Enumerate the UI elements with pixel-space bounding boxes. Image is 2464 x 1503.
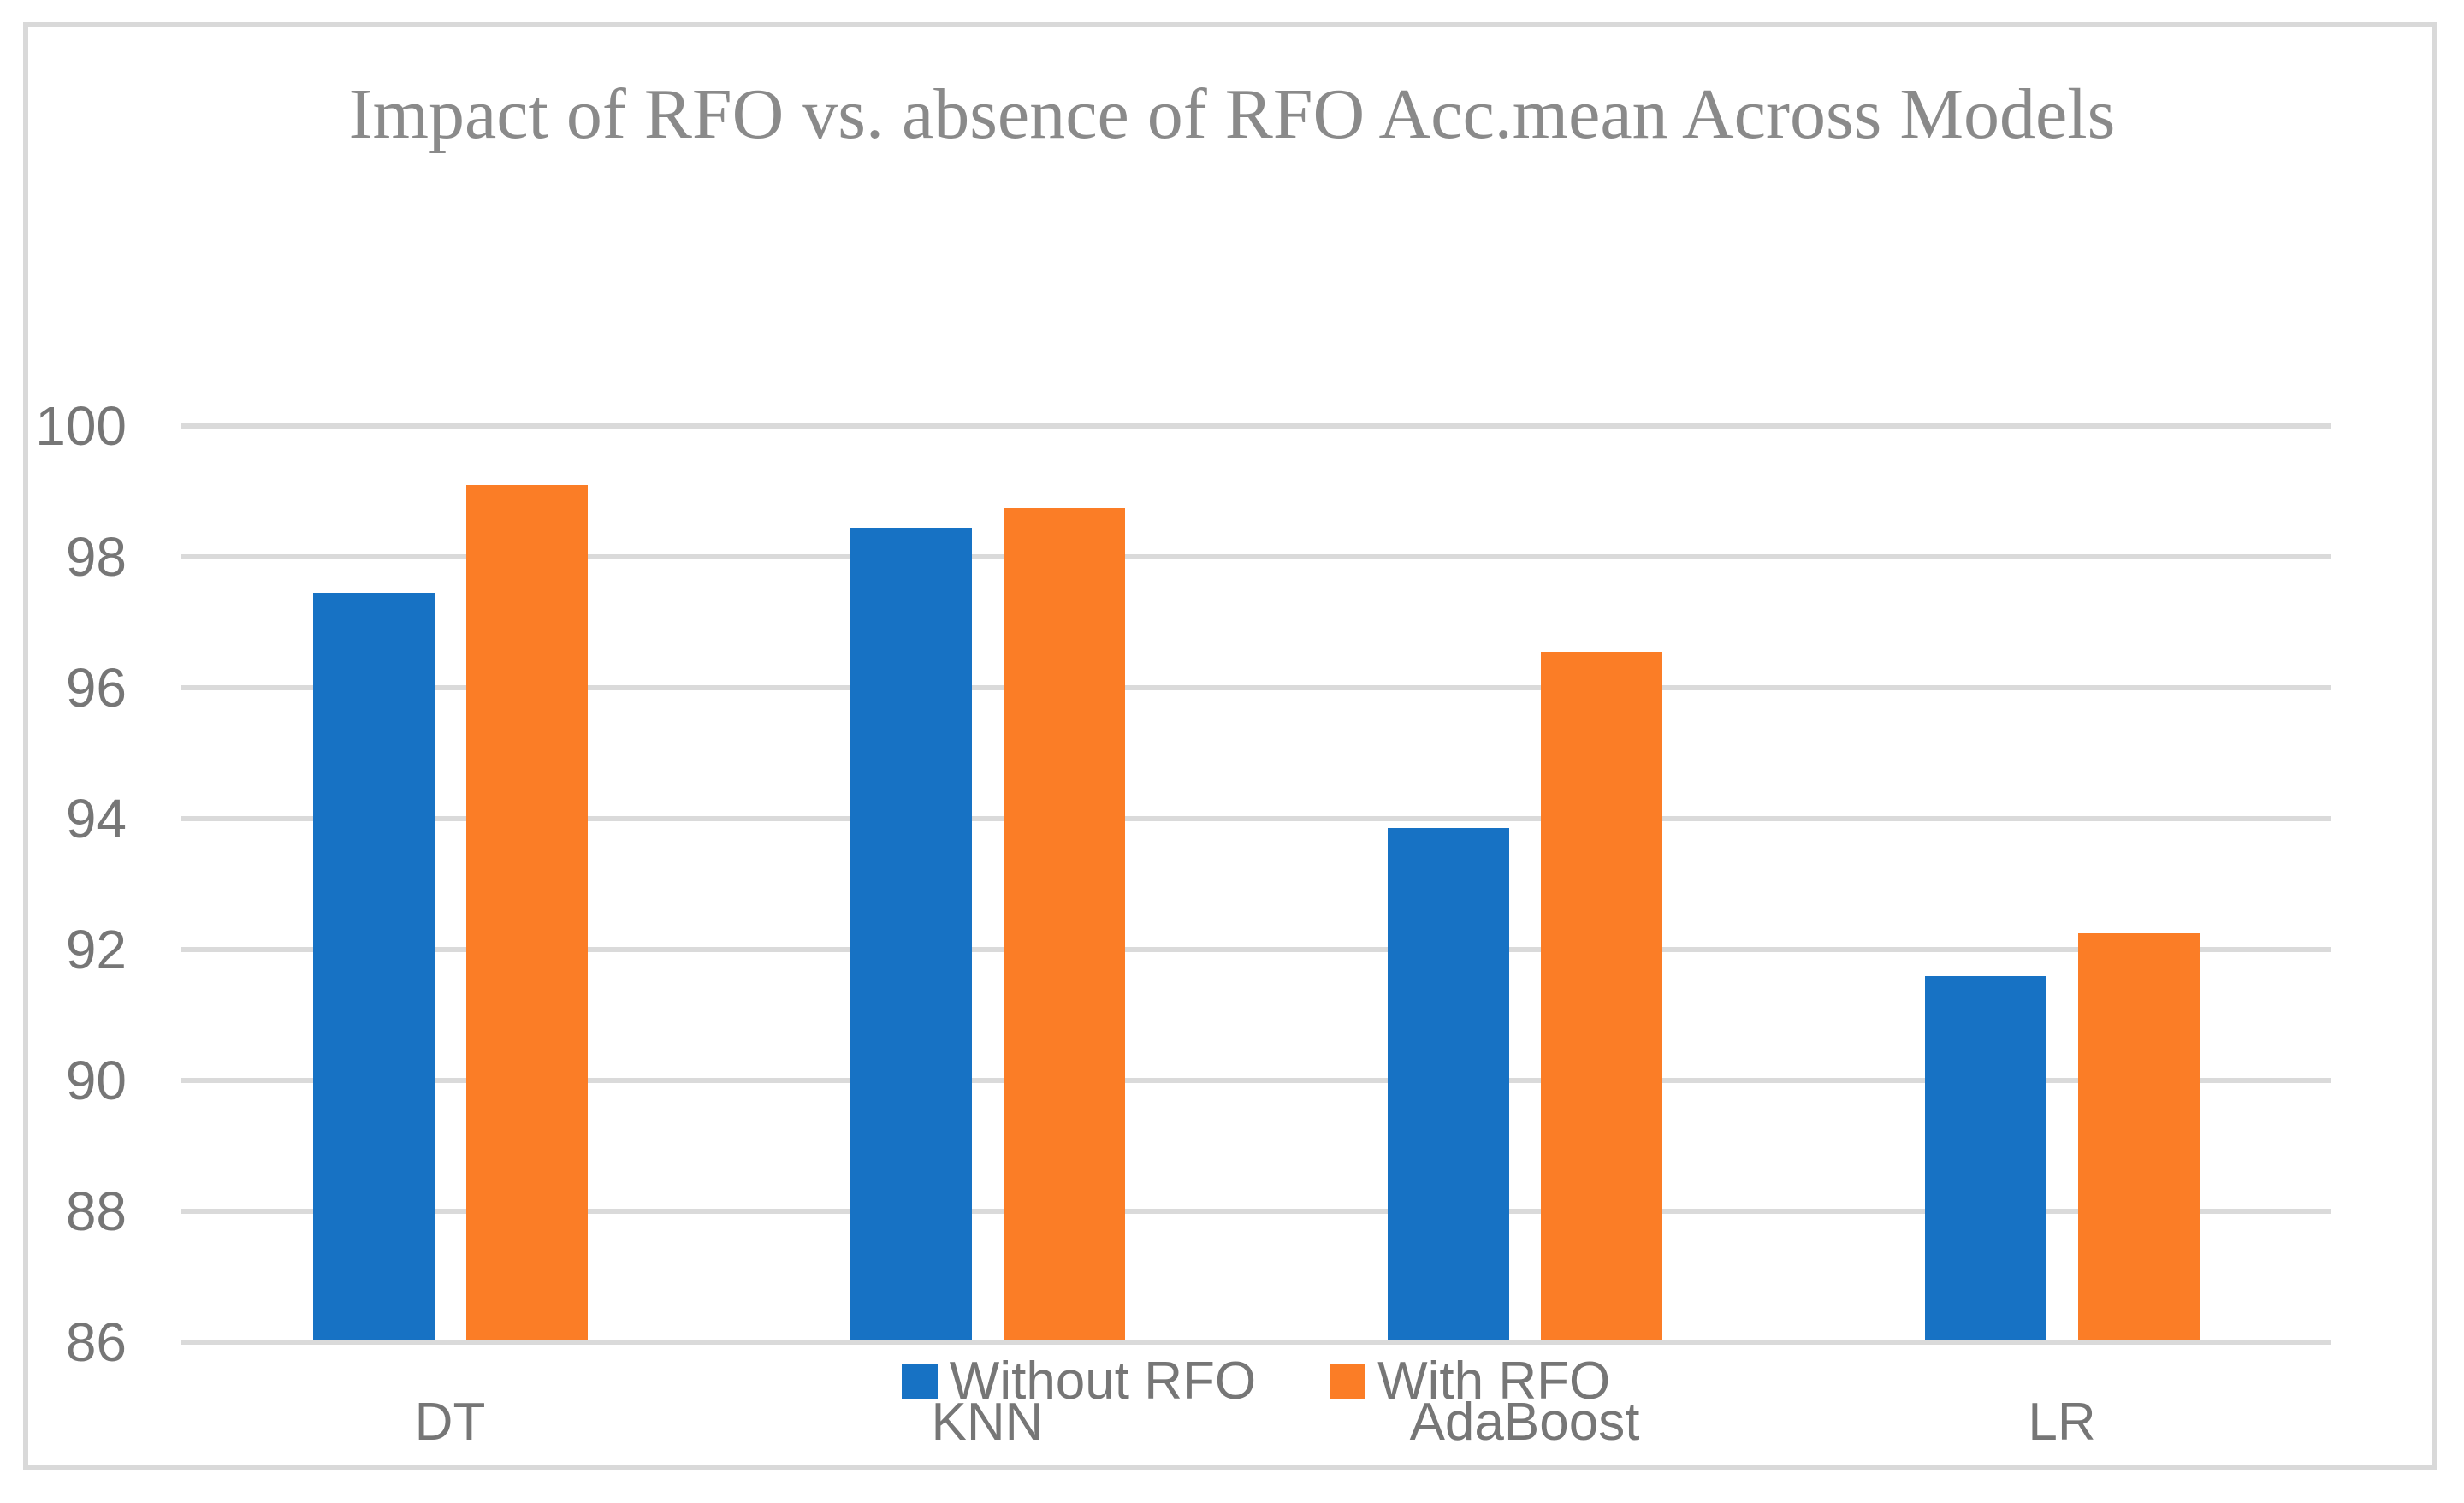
gridline-90 (181, 1078, 2331, 1083)
legend-label-without-rfo: Without RFO (949, 1352, 1257, 1411)
bar-without-rfo-knn (850, 527, 972, 1340)
y-axis: 86 88 90 92 94 96 98 100 (0, 0, 127, 1503)
x-category-label-knn: KNN (931, 1393, 1044, 1452)
x-category-label-dt: DT (414, 1393, 486, 1452)
gridline-100 (181, 423, 2331, 429)
gridline-88 (181, 1209, 2331, 1214)
bar-with-rfo-lr (2078, 932, 2200, 1340)
y-tick-label-96: 96 (65, 657, 127, 719)
bar-with-rfo-knn (1004, 507, 1125, 1340)
y-tick-label-100: 100 (35, 395, 127, 457)
y-tick-label-98: 98 (65, 526, 127, 588)
legend: Without RFO With RFO (181, 1355, 2331, 1408)
y-tick-label-92: 92 (65, 919, 127, 980)
gridline-92 (181, 947, 2331, 952)
plot-area (181, 423, 2331, 1345)
gridline-94 (181, 816, 2331, 821)
y-tick-label-90: 90 (65, 1050, 127, 1111)
bar-without-rfo-adaboost (1388, 828, 1509, 1340)
gridline-96 (181, 685, 2331, 690)
y-tick-label-86: 86 (65, 1311, 127, 1373)
legend-item-without-rfo: Without RFO (901, 1352, 1257, 1411)
bar-with-rfo-adaboost (1541, 651, 1662, 1340)
legend-item-with-rfo: With RFO (1330, 1355, 1610, 1408)
legend-label-with-rfo: With RFO (1377, 1352, 1611, 1411)
x-category-label-lr: LR (2028, 1393, 2096, 1452)
legend-swatch-with-rfo (1330, 1364, 1366, 1399)
y-tick-label-94: 94 (65, 788, 127, 849)
y-tick-label-88: 88 (65, 1181, 127, 1242)
x-category-label-adaboost: AdaBoost (1409, 1393, 1640, 1452)
legend-swatch-without-rfo (901, 1364, 938, 1399)
gridline-86 (181, 1340, 2331, 1345)
bar-without-rfo-dt (313, 593, 435, 1340)
gridline-98 (181, 554, 2331, 559)
bar-without-rfo-lr (1925, 975, 2046, 1340)
chart-title: Impact of RFO vs. absence of RFO Acc.mea… (348, 74, 2116, 154)
bar-with-rfo-dt (466, 484, 588, 1340)
x-axis: DT KNN AdaBoost LR (181, 1396, 2331, 1456)
